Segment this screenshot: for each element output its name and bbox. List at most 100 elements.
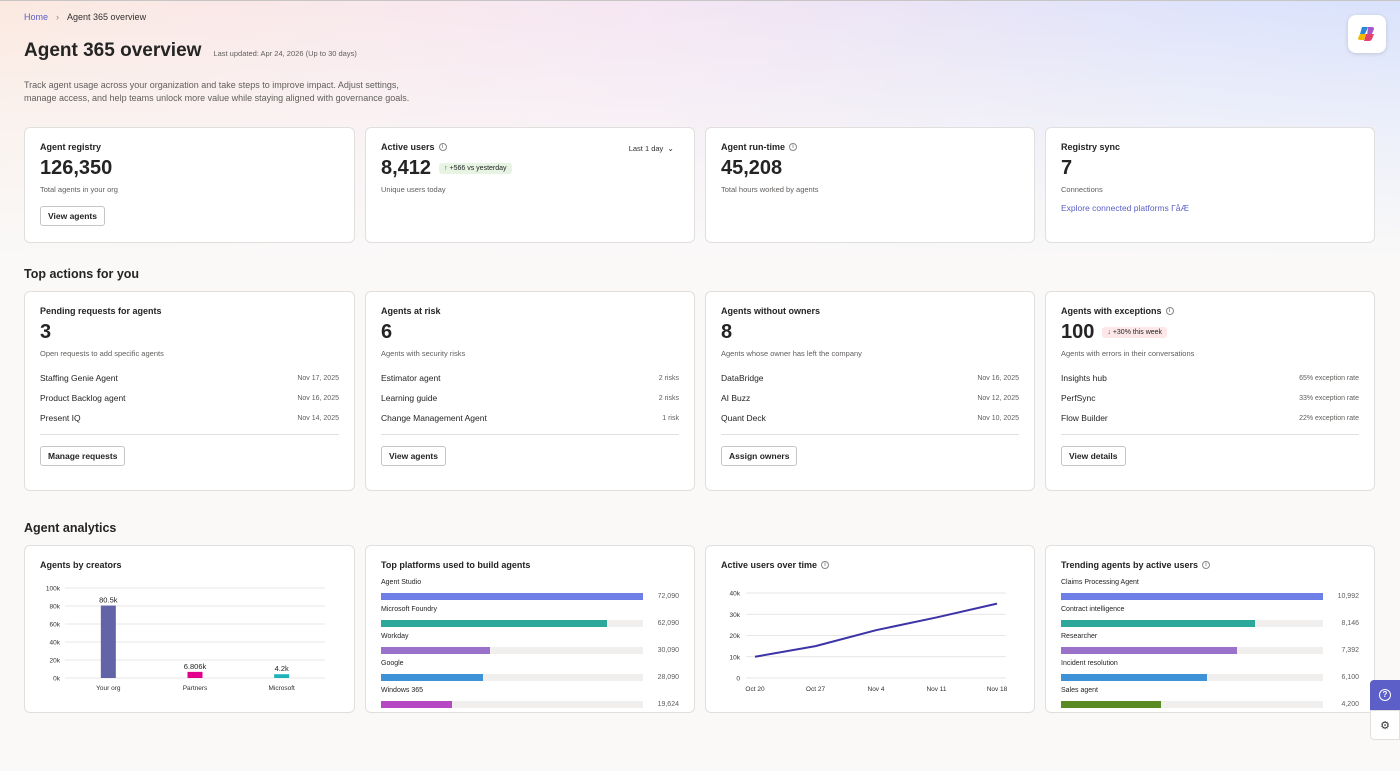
dropdown-value: Last 1 day — [628, 144, 664, 153]
view-details-button[interactable]: View details — [1061, 446, 1126, 466]
bar-track — [1061, 592, 1324, 600]
y-tick-label: 30k — [730, 612, 741, 619]
active-users-card: Active users i Last 1 day ⌄ 8,412 ↑ +566 vs… — [365, 127, 695, 243]
item-exception-rate: 65% exception rate — [1299, 374, 1359, 382]
card-title: Active users — [381, 142, 435, 152]
bar — [1061, 673, 1207, 681]
bar-label: Google — [381, 660, 404, 667]
list-item[interactable]: Present IQ Nov 14, 2025 — [40, 408, 339, 428]
info-icon[interactable]: i — [1165, 307, 1174, 315]
data-label: 4.2k — [275, 664, 289, 673]
info-icon[interactable]: i — [438, 143, 447, 151]
bar-track — [381, 646, 644, 654]
x-tick-label: Partners — [183, 685, 208, 692]
item-date: Nov 10, 2025 — [977, 414, 1019, 422]
settings-icon: ⚙ — [1380, 719, 1390, 732]
bar-track — [381, 673, 644, 681]
item-name: DataBridge — [721, 373, 764, 383]
bar-label: Contract intelligence — [1061, 606, 1125, 613]
data-label: 19,624 — [657, 700, 679, 708]
owners-sub: Agents whose owner has left the company — [721, 349, 862, 358]
time-range-dropdown[interactable]: Last 1 day ⌄ — [629, 144, 674, 153]
page-description: Track agent usage across your organizati… — [24, 80, 410, 103]
item-name: Change Management Agent — [381, 413, 487, 423]
bar — [100, 605, 116, 678]
help-button[interactable]: ? — [1370, 680, 1400, 710]
x-tick-label: Nov 18 — [987, 686, 1008, 693]
copilot-button[interactable] — [1348, 15, 1386, 53]
bar — [187, 671, 203, 678]
agent-registry-sub: Total agents in your org — [40, 185, 118, 194]
active-users-over-time-card: Active users over time i 0 10k 20k 30k 40k Oct… — [705, 545, 1035, 713]
item-risk-count: 2 risks — [658, 394, 679, 402]
creators-bar-chart: 0k 20k 40k 60k 80k 100k 80.5k Your org 6.806k Par… — [46, 586, 325, 692]
list-item[interactable]: PerfSync 33% exception rate — [1061, 388, 1359, 408]
agents-by-creators-card: Agents by creators 0k 20k 40k 60k 80k 100k 80.… — [24, 545, 355, 713]
list-item[interactable]: Staffing Genie Agent Nov 17, 2025 — [40, 368, 339, 388]
bar-item: Google 28,090 — [381, 660, 679, 684]
divider — [1061, 434, 1359, 435]
active-users-value: 8,412 — [381, 157, 432, 179]
view-risk-agents-button[interactable]: View agents — [381, 446, 446, 466]
bar-label: Sales agent — [1061, 687, 1098, 694]
bar — [1061, 619, 1256, 627]
feedback-button[interactable]: ⚙ — [1370, 710, 1400, 740]
divider — [721, 434, 1019, 435]
agent-runtime-sub: Total hours worked by agents — [721, 185, 819, 194]
list-item[interactable]: Learning guide 2 risks — [381, 388, 679, 408]
list-item[interactable]: Quant Deck Nov 10, 2025 — [721, 408, 1019, 428]
data-label: 30,090 — [657, 646, 679, 654]
info-icon[interactable]: i — [821, 561, 830, 569]
agent-runtime-card: Agent run-time i 45,208 Total hours worke… — [705, 127, 1035, 243]
item-name: AI Buzz — [721, 393, 751, 403]
list-item[interactable]: Insights hub 65% exception rate — [1061, 368, 1359, 388]
list-item[interactable]: Change Management Agent 1 risk — [381, 408, 679, 428]
y-tick-label: 10k — [730, 654, 741, 661]
arrow-up-icon: ↑ — [444, 165, 448, 172]
registry-sync-sub: Connections — [1061, 185, 1103, 194]
data-label: 7,392 — [1341, 646, 1359, 654]
series-line — [754, 602, 998, 658]
pending-requests-card: Pending requests for agents 3 Open reque… — [24, 291, 355, 491]
y-tick-label: 60k — [50, 622, 61, 629]
assign-owners-button[interactable]: Assign owners — [721, 446, 798, 466]
item-exception-rate: 22% exception rate — [1299, 414, 1359, 422]
list-item[interactable]: Estimator agent 2 risks — [381, 368, 679, 388]
agents-with-exceptions-card: Agents with exceptions i 100 ↓ +30% this w… — [1045, 291, 1375, 491]
item-risk-count: 1 risk — [662, 414, 679, 422]
trending-bar-chart: Claims Processing Agent 10,992 Contract in… — [1061, 579, 1359, 711]
bar-label: Researcher — [1061, 633, 1098, 640]
info-icon[interactable]: i — [1202, 561, 1211, 569]
pending-value: 3 — [40, 321, 52, 343]
list-item[interactable]: DataBridge Nov 16, 2025 — [721, 368, 1019, 388]
bar-label: Claims Processing Agent — [1061, 579, 1139, 586]
divider — [40, 434, 339, 435]
top-border — [0, 0, 1400, 1]
data-label: 62,090 — [657, 619, 679, 627]
trending-agents-card: Trending agents by active users i Claims … — [1045, 545, 1375, 713]
list-item[interactable]: AI Buzz Nov 12, 2025 — [721, 388, 1019, 408]
x-tick-label: Nov 11 — [926, 686, 946, 693]
trend-badge-text: +566 vs yesterday — [449, 165, 507, 172]
y-tick-label: 0 — [736, 676, 740, 683]
bar-track — [1061, 646, 1324, 654]
question-icon: ? — [1379, 689, 1391, 701]
card-title: Top platforms used to build agents — [381, 560, 531, 570]
view-agents-button[interactable]: View agents — [40, 206, 105, 226]
agent-analytics-heading: Agent analytics — [24, 521, 117, 535]
data-label: 8,146 — [1341, 619, 1359, 627]
bar-item: Claims Processing Agent 10,992 — [1061, 579, 1359, 603]
bar-item: Windows 365 19,624 — [381, 687, 679, 711]
breadcrumb-home-link[interactable]: Home — [24, 12, 49, 22]
manage-requests-button[interactable]: Manage requests — [40, 446, 126, 466]
list-item[interactable]: Product Backlog agent Nov 16, 2025 — [40, 388, 339, 408]
bar — [1061, 700, 1162, 708]
last-updated-text: Last updated: Apr 24, 2026 (Up to 30 day… — [213, 49, 357, 58]
info-icon[interactable]: i — [789, 143, 797, 151]
card-title: Pending requests for agents — [40, 306, 162, 316]
list-item[interactable]: Flow Builder 22% exception rate — [1061, 408, 1359, 428]
exceptions-sub: Agents with errors in their conversation… — [1061, 349, 1195, 358]
card-title: Agents with exceptions — [1061, 306, 1162, 316]
explore-platforms-link[interactable]: Explore connected platforms ΓåÆ — [1061, 203, 1189, 213]
y-tick-label: 80k — [50, 604, 61, 611]
